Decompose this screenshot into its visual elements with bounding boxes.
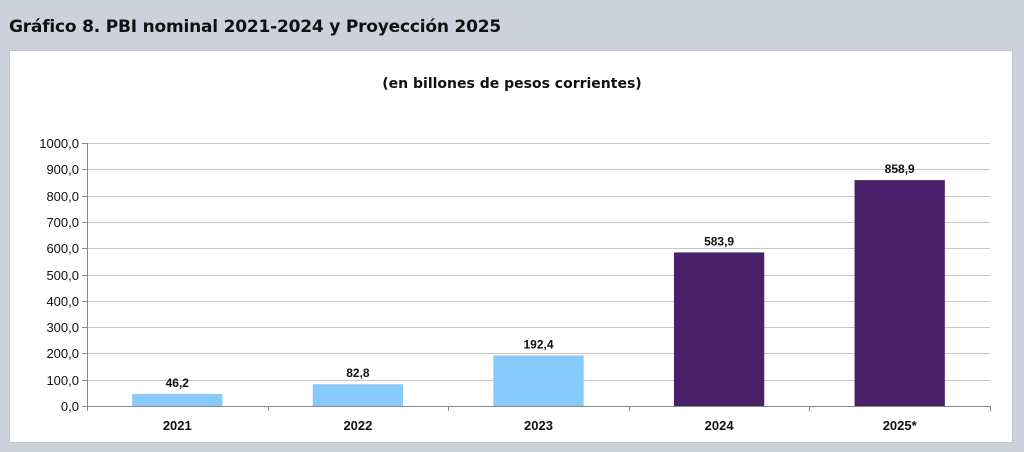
bar-2024 [673, 252, 765, 406]
y-tick-label: 600,0 [46, 241, 79, 256]
bar-2023 [493, 355, 584, 406]
x-category-label: 2025* [883, 418, 918, 433]
data-label: 82,8 [346, 366, 370, 380]
axes [82, 143, 991, 411]
bar-2025 [854, 180, 945, 406]
bar-2022 [312, 384, 404, 406]
x-category-label: 2022 [343, 418, 372, 433]
y-tick-label: 400,0 [46, 294, 79, 309]
y-tick-label: 500,0 [46, 268, 79, 283]
y-tick-label: 100,0 [46, 373, 79, 388]
y-tick-label: 1000,0 [39, 136, 79, 151]
labels: 0,0 100,0 200,0 300,0 400,0 500,0 600,0 700,0 80… [39, 136, 917, 433]
chart-title: Gráfico 8. PBI nominal 2021-2024 y Proye… [9, 17, 501, 37]
y-tick-label: 200,0 [46, 346, 79, 361]
y-tick-label: 800,0 [46, 189, 79, 204]
y-tick-label: 700,0 [46, 215, 79, 230]
gridlines [87, 143, 990, 381]
x-category-label: 2024 [705, 418, 735, 433]
data-label: 583,9 [704, 234, 734, 248]
data-label: 192,4 [523, 337, 553, 351]
data-label: 46,2 [166, 376, 190, 390]
y-tick-label: 900,0 [46, 162, 79, 177]
x-category-label: 2021 [163, 418, 192, 433]
data-label: 858,9 [885, 162, 915, 176]
chart-subtitle: (en billones de pesos corrientes) [382, 76, 642, 92]
y-tick-label: 0,0 [61, 399, 79, 414]
bar-2021 [132, 393, 223, 406]
y-tick-label: 300,0 [46, 320, 79, 335]
bars [132, 180, 945, 406]
x-category-label: 2023 [524, 418, 553, 433]
